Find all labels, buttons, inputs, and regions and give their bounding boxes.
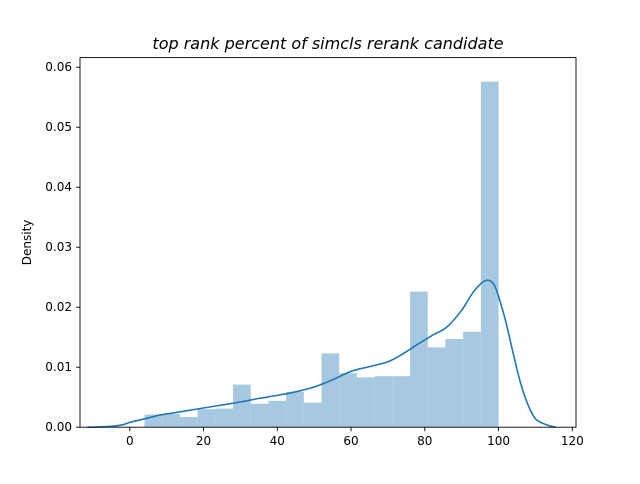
histogram-bar: [374, 376, 393, 428]
x-tick-label: 40: [270, 434, 285, 448]
x-tick-label: 80: [417, 434, 432, 448]
chart-title: top rank percent of simcls rerank candid…: [152, 34, 503, 53]
y-axis-label: Density: [20, 220, 34, 266]
y-tick-label: 0.03: [45, 240, 72, 254]
x-axis-ticks: 0 20 40 60 80 100 120: [126, 427, 584, 448]
histogram-bar: [463, 331, 481, 428]
histogram-bar: [480, 81, 499, 428]
y-tick-label: 0.00: [45, 420, 72, 434]
histogram-bars: [144, 81, 499, 428]
x-tick-label: 100: [487, 434, 510, 448]
histogram-bar: [303, 402, 322, 428]
histogram-bar: [197, 409, 216, 428]
x-tick-label: 120: [561, 434, 584, 448]
histogram-bar: [339, 373, 357, 428]
histogram-bar: [250, 403, 269, 428]
histogram-bar: [286, 391, 304, 428]
y-tick-label: 0.04: [45, 180, 72, 194]
histogram-bar: [392, 376, 411, 428]
histogram-bar: [427, 347, 446, 428]
x-tick-label: 0: [126, 434, 134, 448]
axes-frame: [79, 57, 577, 428]
histogram-bar: [410, 291, 428, 428]
kde-curve: [87, 279, 556, 428]
histogram-bar: [268, 400, 287, 428]
histogram-bar: [321, 353, 340, 428]
histogram-bar: [179, 417, 198, 428]
histogram-bar: [356, 377, 375, 428]
y-tick-label: 0.02: [45, 300, 72, 314]
x-tick-label: 60: [343, 434, 358, 448]
y-tick-label: 0.06: [45, 60, 72, 74]
y-tick-label: 0.05: [45, 120, 72, 134]
x-tick-label: 20: [196, 434, 211, 448]
y-axis-ticks: 0.00 0.01 0.02 0.03 0.04 0.05 0.06: [45, 60, 80, 434]
histogram-bar: [445, 339, 464, 428]
histogram-bar: [162, 414, 180, 428]
y-tick-label: 0.01: [45, 360, 72, 374]
histogram-bar: [233, 384, 251, 428]
histogram-bar: [215, 408, 234, 428]
